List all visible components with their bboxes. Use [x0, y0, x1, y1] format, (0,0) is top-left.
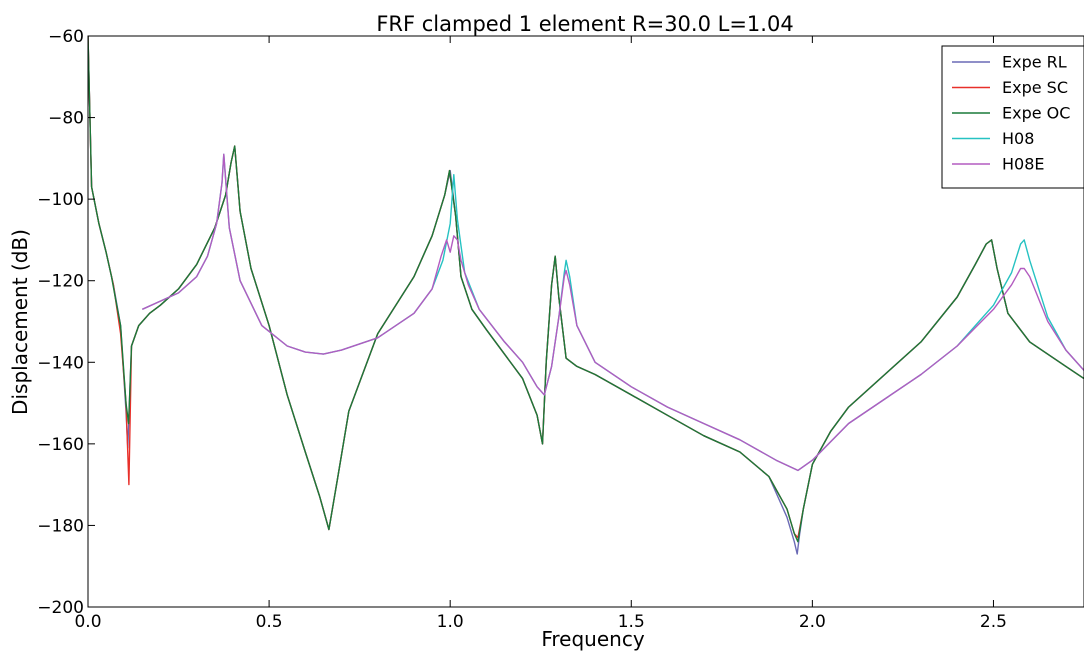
series-line-5	[142, 153, 1084, 472]
x-tick-label: 0.5	[256, 612, 283, 632]
series-line-3	[88, 36, 1084, 543]
y-tick-label: −120	[37, 272, 84, 292]
series-line-1	[88, 36, 1084, 555]
legend-label-4: H08	[1002, 129, 1034, 148]
series-layer	[88, 36, 1084, 555]
series-line-2	[88, 36, 1084, 539]
y-tick-label: −60	[48, 27, 84, 47]
plot-frame	[87, 35, 1084, 608]
y-tick-label: −100	[37, 190, 84, 210]
legend-label-5: H08E	[1002, 155, 1045, 174]
x-tick-label: 1.0	[437, 612, 464, 632]
y-tick-label: −200	[37, 598, 84, 618]
x-tick-label: 1.5	[618, 612, 645, 632]
chart-title: FRF clamped 1 element R=30.0 L=1.04	[376, 12, 793, 36]
y-axis-label: Displacement (dB)	[8, 229, 32, 415]
x-tick-label: 2.5	[980, 612, 1007, 632]
x-tick-label: 0.0	[74, 612, 101, 632]
y-tick-label: −160	[37, 435, 84, 455]
series-line-4	[142, 153, 1084, 472]
y-tick-label: −80	[48, 109, 84, 129]
y-tick-label: −140	[37, 353, 84, 373]
x-axis-label: Frequency	[541, 627, 644, 651]
x-tick-label: 2.0	[799, 612, 826, 632]
legend-label-1: Expe RL	[1002, 53, 1067, 72]
ticks-layer: 0.0 0.5 1.0 1.5 2.0 2.5 −200 −180 −160 −140 −120 −1…	[37, 27, 1007, 632]
y-tick-label: −180	[37, 516, 84, 536]
legend-label-2: Expe SC	[1002, 78, 1068, 97]
legend: Expe RL Expe SC Expe OC H08 H08E	[941, 45, 1084, 189]
legend-label-3: Expe OC	[1002, 104, 1070, 123]
